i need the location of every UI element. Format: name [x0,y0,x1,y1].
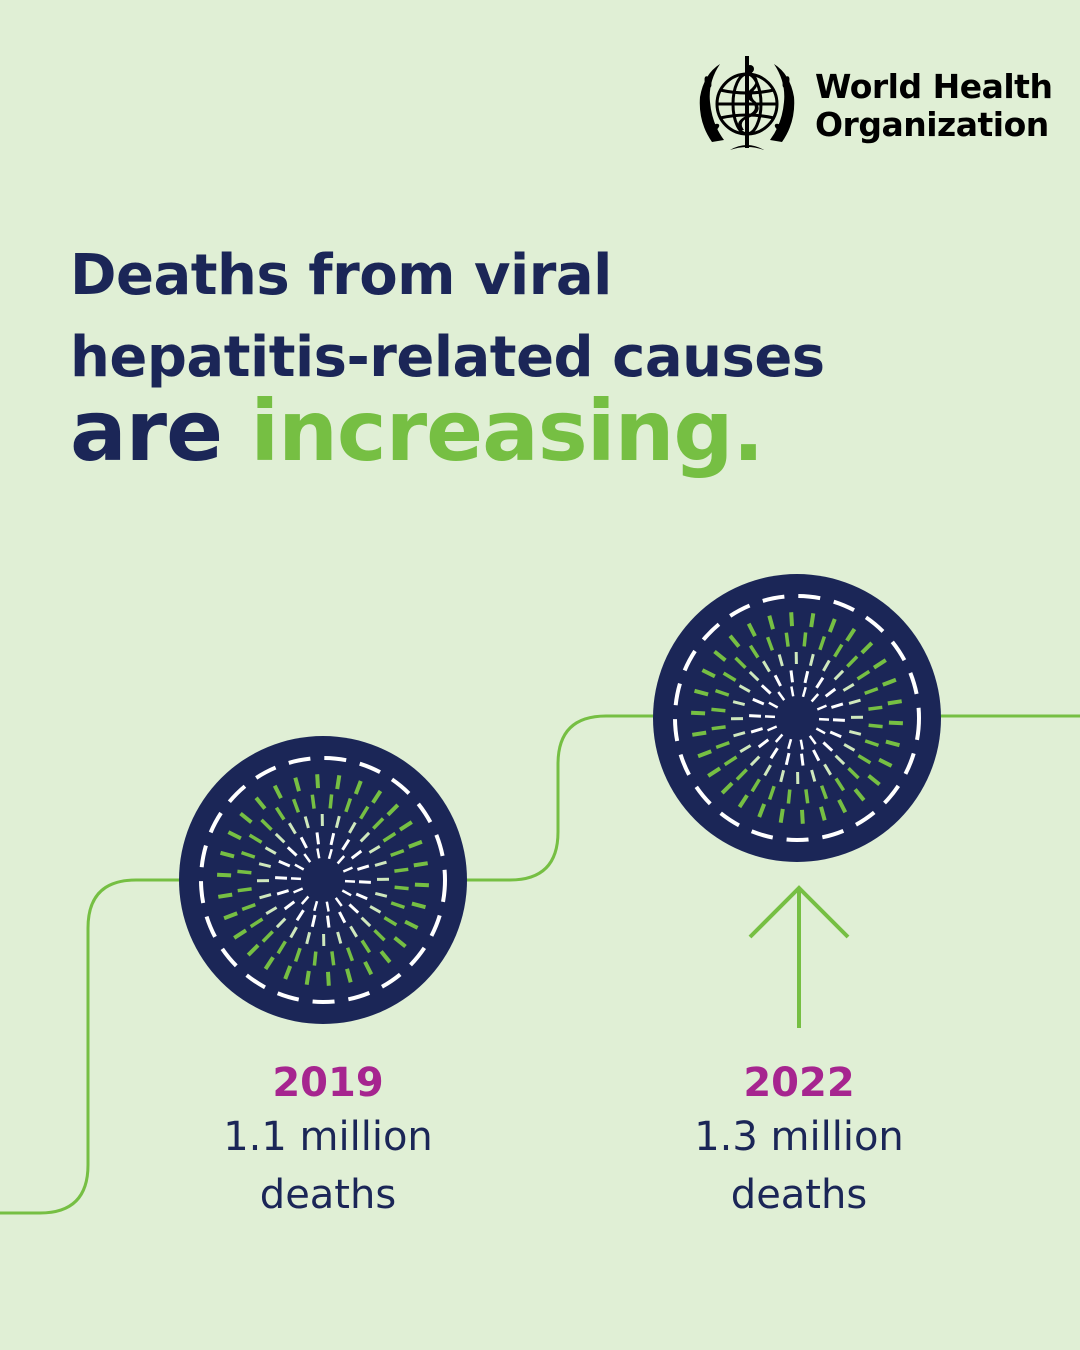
headline-line1: Deaths from viral [70,243,612,308]
radial-badge-icon [653,574,941,862]
point-value-line2: deaths [730,1172,868,1218]
who-logo: World Health Organization [690,52,1053,160]
point-label-2019: 2019 1.1 million deaths [168,1058,488,1224]
who-logo-line1: World Health [815,67,1053,106]
point-label-2022: 2022 1.3 million deaths [639,1058,959,1224]
radial-badge-icon [179,736,467,1024]
headline-line2: hepatitis-related causes [70,325,825,390]
point-year: 2019 [272,1060,384,1106]
headline-line3: are increasing. [70,386,825,476]
headline-line3-accent: increasing. [250,382,764,480]
point-year: 2022 [743,1060,855,1106]
headline: Deaths from viral hepatitis-related caus… [70,243,825,477]
increase-arrow-icon [748,885,850,1028]
point-value-line2: deaths [259,1172,397,1218]
who-emblem-icon [699,56,795,150]
headline-line3-prefix: are [70,382,251,480]
point-value-line1: 1.3 million [694,1114,904,1160]
point-value-line1: 1.1 million [223,1114,433,1160]
who-logo-line2: Organization [815,105,1049,144]
who-logo-text: World Health Organization [815,67,1053,144]
